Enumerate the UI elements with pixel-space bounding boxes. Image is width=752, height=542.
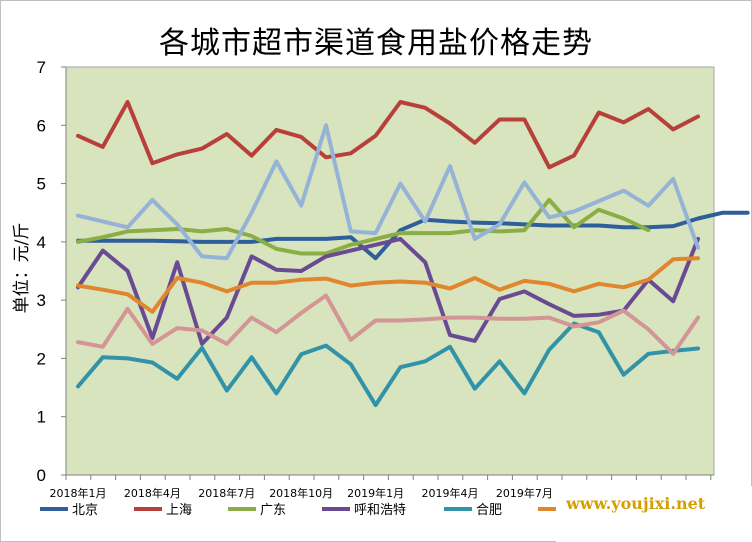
plot-area: [65, 66, 715, 476]
legend-label: 广东: [260, 503, 286, 518]
y-tick-label: 4: [37, 233, 46, 252]
chart-title: 各城市超市渠道食用盐价格走势: [159, 26, 593, 61]
legend-label: 上海: [166, 503, 192, 518]
watermark-text: www.youjixi.net: [566, 494, 706, 513]
legend-label: 合肥: [476, 503, 502, 518]
legend-label: 呼和浩特: [354, 503, 406, 518]
y-tick-label: 7: [37, 58, 46, 77]
y-tick-label: 5: [37, 175, 46, 194]
legend-label: 北京: [72, 503, 98, 518]
y-axis-label: 单位：元/斤: [12, 223, 32, 314]
x-tick-label: 2018年1月: [50, 486, 107, 500]
y-tick-label: 0: [37, 466, 46, 485]
series-line-8: [76, 123, 700, 261]
y-tick-label: 3: [37, 291, 46, 310]
series-line-7: [76, 293, 700, 356]
x-tick-label: 2019年1月: [347, 486, 404, 500]
watermark-box: www.youjixi.net: [556, 486, 752, 542]
x-tick-label: 2018年4月: [124, 486, 181, 500]
series-line-3: [76, 197, 651, 256]
y-tick-label: 1: [37, 408, 46, 427]
y-tick-label: 2: [37, 349, 46, 368]
x-tick-label: 2019年4月: [422, 486, 479, 500]
series-line-5: [76, 321, 700, 408]
x-tick-label: 2018年7月: [198, 486, 255, 500]
y-tick-label: 6: [37, 116, 46, 135]
x-tick-label: 2019年7月: [496, 486, 553, 500]
x-tick-label: 2018年10月: [269, 486, 333, 500]
series-line-4: [76, 236, 700, 346]
series-line-2: [76, 100, 700, 170]
series-line-6: [76, 256, 700, 314]
